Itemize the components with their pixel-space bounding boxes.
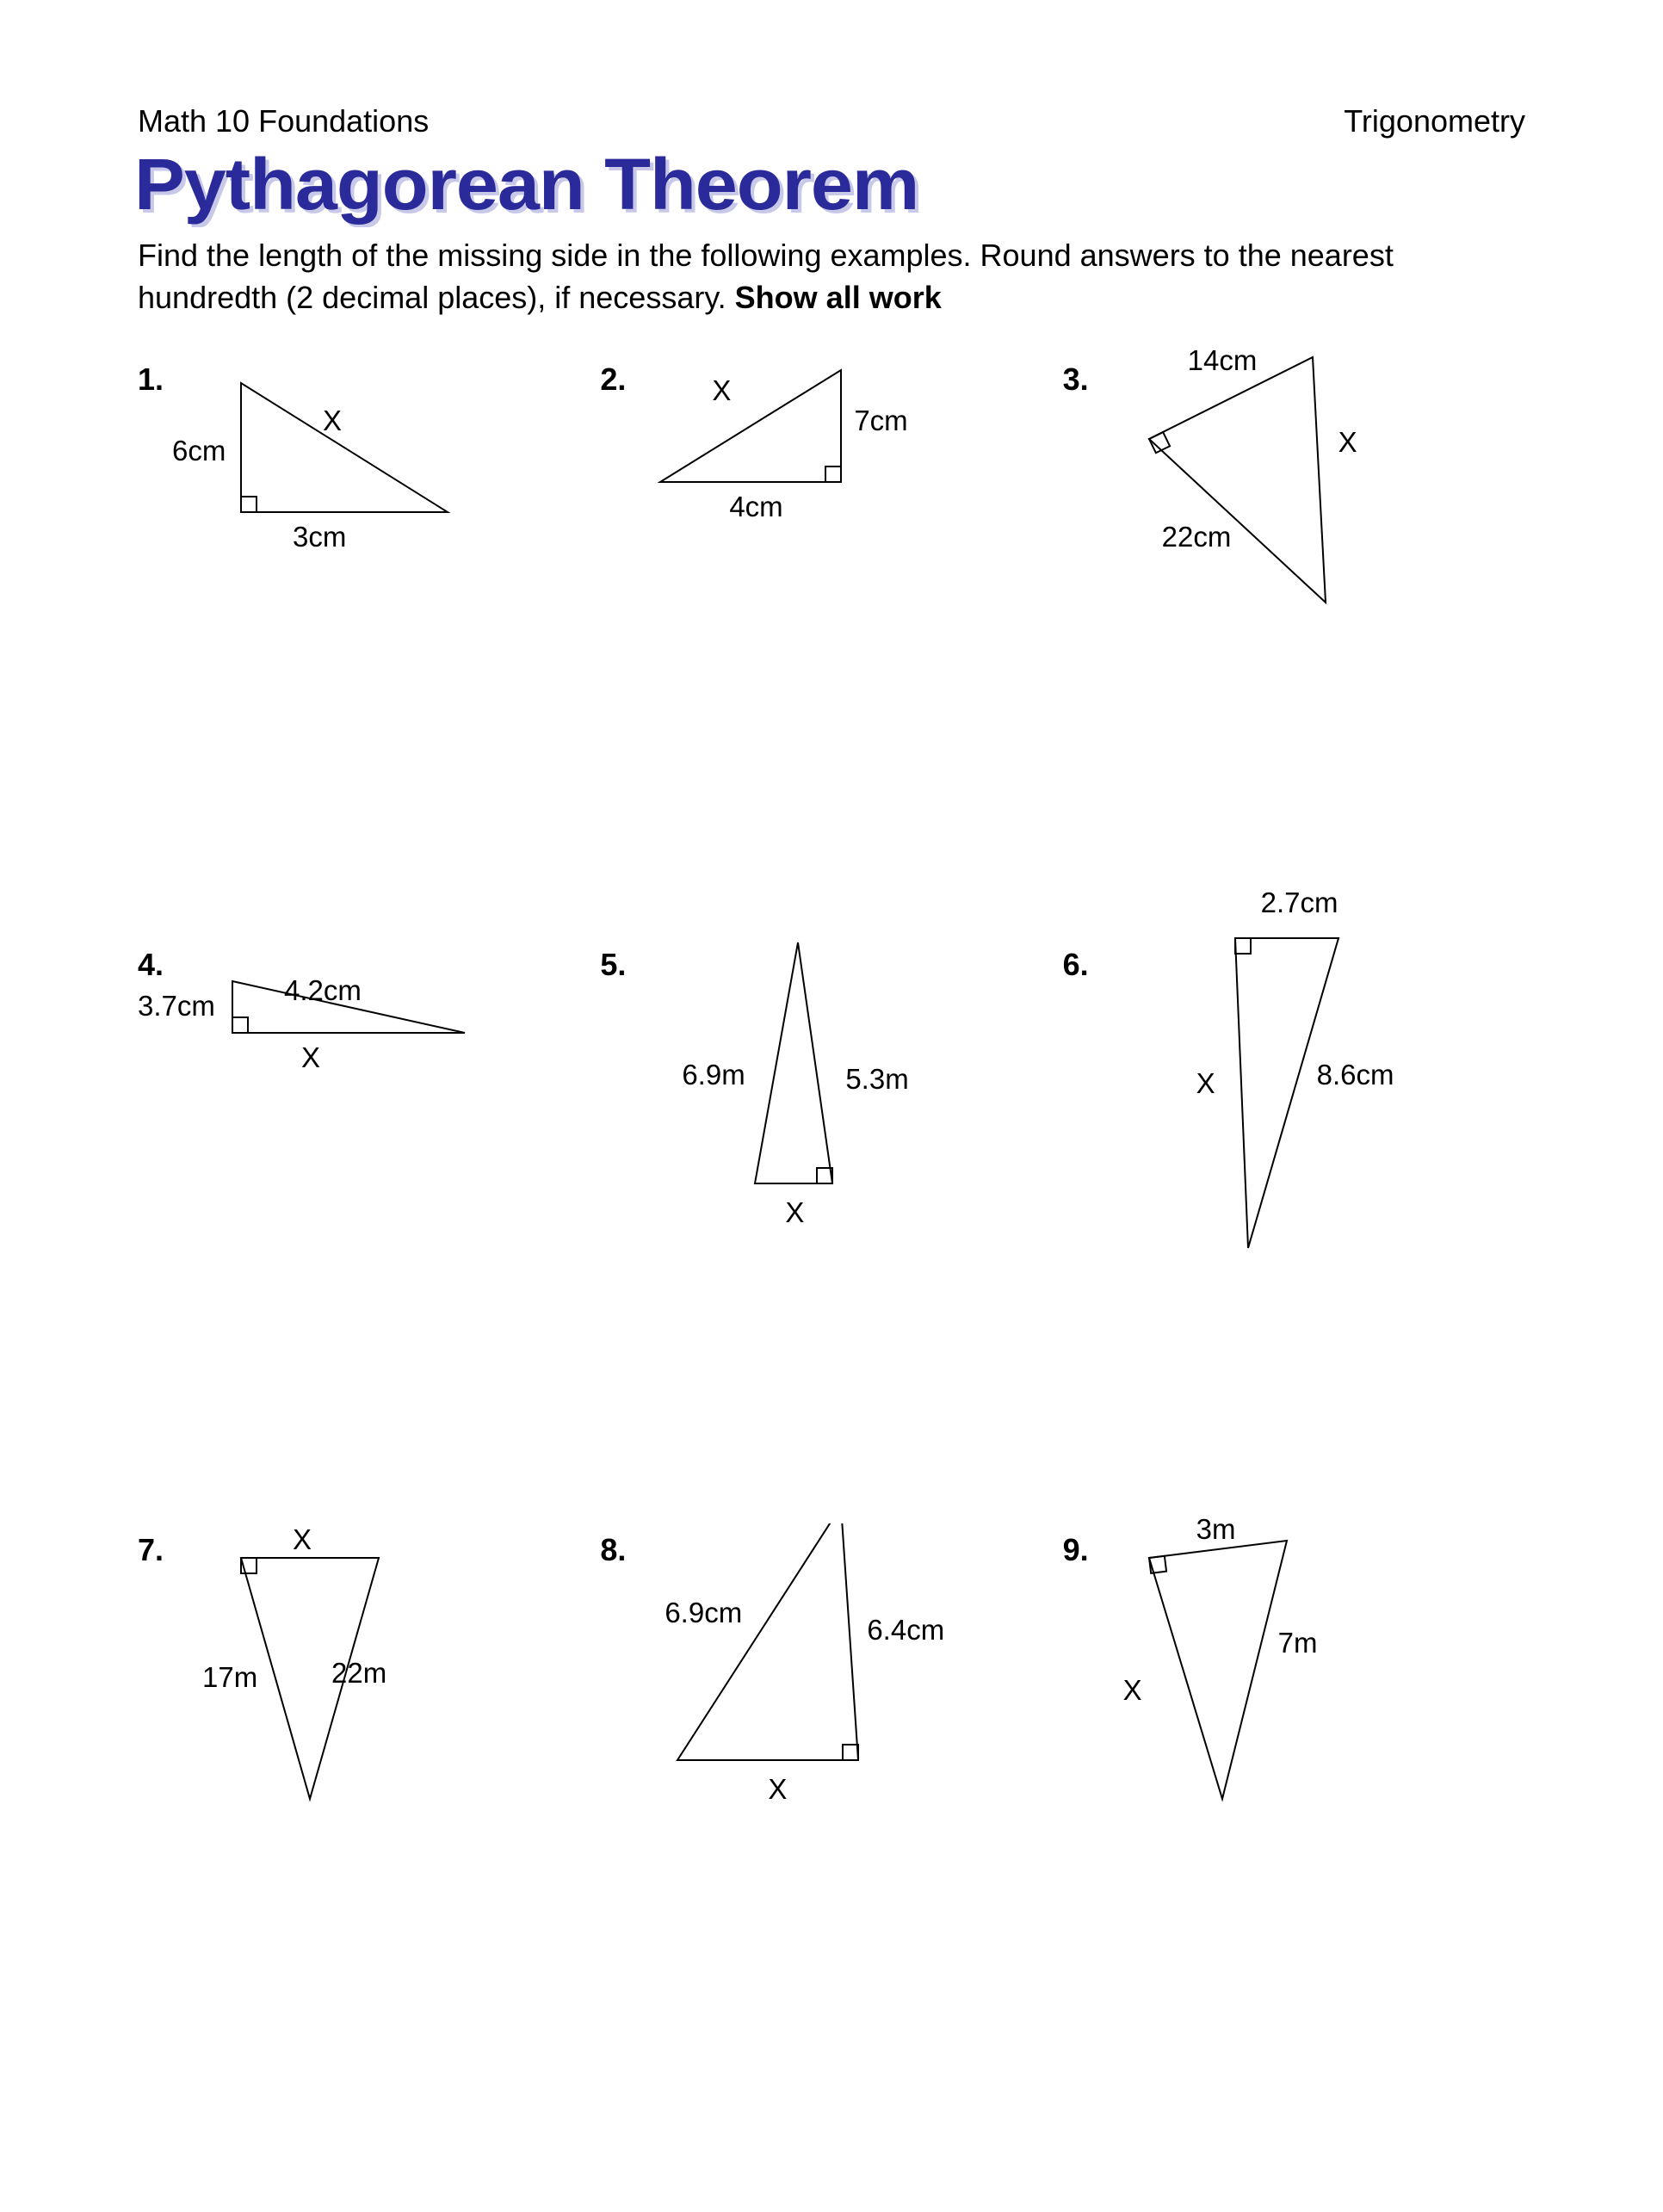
label-unknown: X: [301, 1041, 320, 1074]
label-side-b: 22m: [331, 1657, 386, 1690]
label-side-b: 5.3m: [845, 1063, 908, 1096]
problem-number: 5.: [600, 947, 626, 983]
problem-2: 2. X 7cm 4cm: [600, 353, 1062, 938]
problems-grid: 1. 6cm X 3cm 2. X 7cm 4cm 3.: [138, 353, 1525, 2109]
problem-number: 1.: [138, 361, 164, 398]
label-side-b: 8.6cm: [1317, 1059, 1394, 1091]
triangle-9: [1123, 1532, 1373, 1825]
label-unknown: X: [1338, 426, 1357, 459]
label-side-b: 22cm: [1162, 521, 1232, 553]
label-side-a: 3.7cm: [138, 990, 215, 1023]
problem-3: 3. 14cm X 22cm: [1063, 353, 1525, 938]
problem-7: 7. X 17m 22m: [138, 1523, 600, 2109]
label-side-a: 2.7cm: [1261, 887, 1338, 919]
problem-number: 6.: [1063, 947, 1089, 983]
label-side-a: 6.9m: [682, 1059, 745, 1091]
label-unknown: X: [323, 405, 342, 437]
triangle-2: [643, 361, 927, 534]
problem-6: 6. 2.7cm X 8.6cm: [1063, 938, 1525, 1523]
label-unknown: X: [712, 374, 731, 407]
label-side-a: 6cm: [172, 435, 226, 467]
problem-1: 1. 6cm X 3cm: [138, 353, 600, 938]
header-left: Math 10 Foundations: [138, 103, 429, 139]
label-side-b: 4cm: [729, 491, 782, 523]
triangle-6: [1184, 921, 1399, 1265]
label-side-b: 6.4cm: [867, 1614, 944, 1647]
label-side-b: 3cm: [293, 521, 346, 553]
label-unknown: X: [1123, 1674, 1142, 1707]
label-unknown: X: [293, 1523, 312, 1556]
label-side-b: 7m: [1278, 1627, 1318, 1659]
label-unknown: X: [1196, 1067, 1215, 1100]
instructions: Find the length of the missing side in t…: [138, 235, 1525, 318]
label-side-a: 6.9cm: [665, 1597, 742, 1629]
triangle-3: [1115, 353, 1416, 628]
label-unknown: X: [785, 1196, 804, 1229]
label-side-a: 17m: [202, 1661, 257, 1694]
problem-number: 2.: [600, 361, 626, 398]
problem-number: 7.: [138, 1532, 164, 1568]
label-side-b: 4.2cm: [284, 974, 362, 1007]
problem-number: 9.: [1063, 1532, 1089, 1568]
problem-number: 3.: [1063, 361, 1089, 398]
label-unknown: X: [768, 1773, 787, 1806]
label-side-a: 3m: [1196, 1513, 1236, 1546]
problem-5: 5. 6.9m 5.3m X: [600, 938, 1062, 1523]
label-side-a: 7cm: [854, 405, 907, 437]
triangle-8: [652, 1523, 927, 1790]
header-right: Trigonometry: [1344, 103, 1525, 139]
page-title: Pythagorean Theorem: [134, 143, 1595, 226]
problem-number: 8.: [600, 1532, 626, 1568]
problem-number: 4.: [138, 947, 164, 983]
problem-4: 4. 3.7cm 4.2cm X: [138, 938, 600, 1523]
problem-8: 8. 6.9cm 6.4cm X: [600, 1523, 1062, 2109]
instructions-bold: Show all work: [735, 280, 942, 315]
problem-9: 9. 3m 7m X: [1063, 1523, 1525, 2109]
label-side-a: 14cm: [1188, 344, 1258, 377]
